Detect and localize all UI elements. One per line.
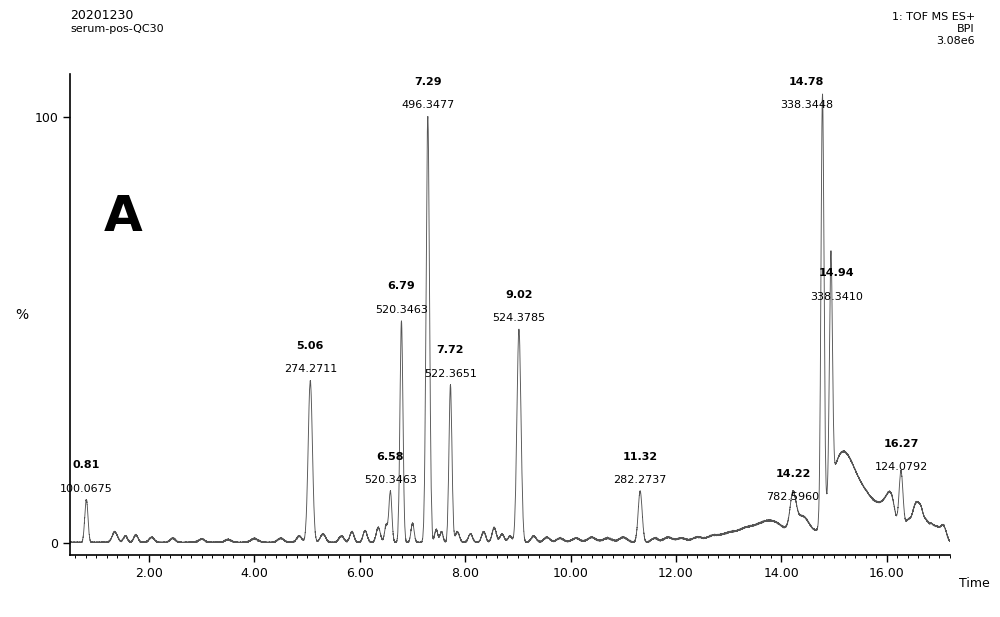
Text: 14.22: 14.22 xyxy=(775,469,811,479)
Text: A: A xyxy=(103,193,142,241)
Text: 496.3477: 496.3477 xyxy=(401,100,454,110)
Text: 124.0792: 124.0792 xyxy=(874,462,928,472)
Text: 282.2737: 282.2737 xyxy=(613,475,667,485)
Text: 14.94: 14.94 xyxy=(818,268,854,278)
Text: 7.72: 7.72 xyxy=(437,345,464,355)
Text: 20201230: 20201230 xyxy=(70,9,133,22)
Text: 520.3463: 520.3463 xyxy=(364,475,417,485)
Text: 6.58: 6.58 xyxy=(377,452,404,462)
Text: 5.06: 5.06 xyxy=(297,341,324,351)
Text: BPI: BPI xyxy=(957,24,975,34)
Text: 522.3651: 522.3651 xyxy=(424,368,477,379)
Text: 524.3785: 524.3785 xyxy=(492,313,546,323)
Text: 11.32: 11.32 xyxy=(623,452,658,462)
Text: 14.78: 14.78 xyxy=(789,77,824,87)
Text: 520.3463: 520.3463 xyxy=(375,305,428,315)
Text: 6.79: 6.79 xyxy=(388,281,415,291)
Text: 3.08e6: 3.08e6 xyxy=(936,36,975,46)
Text: serum-pos-QC30: serum-pos-QC30 xyxy=(70,24,164,34)
Text: 9.02: 9.02 xyxy=(505,290,533,300)
Text: 338.3448: 338.3448 xyxy=(780,100,833,110)
Text: 274.2711: 274.2711 xyxy=(284,364,337,375)
Text: 16.27: 16.27 xyxy=(883,439,919,449)
Text: %: % xyxy=(15,308,28,321)
Text: 782.5960: 782.5960 xyxy=(766,492,820,502)
Text: 338.3410: 338.3410 xyxy=(810,292,863,302)
Text: 100.0675: 100.0675 xyxy=(60,484,113,494)
Text: 1: TOF MS ES+: 1: TOF MS ES+ xyxy=(892,12,975,22)
Text: Time: Time xyxy=(959,577,990,590)
Text: 7.29: 7.29 xyxy=(414,77,442,87)
Text: 0.81: 0.81 xyxy=(73,460,100,470)
